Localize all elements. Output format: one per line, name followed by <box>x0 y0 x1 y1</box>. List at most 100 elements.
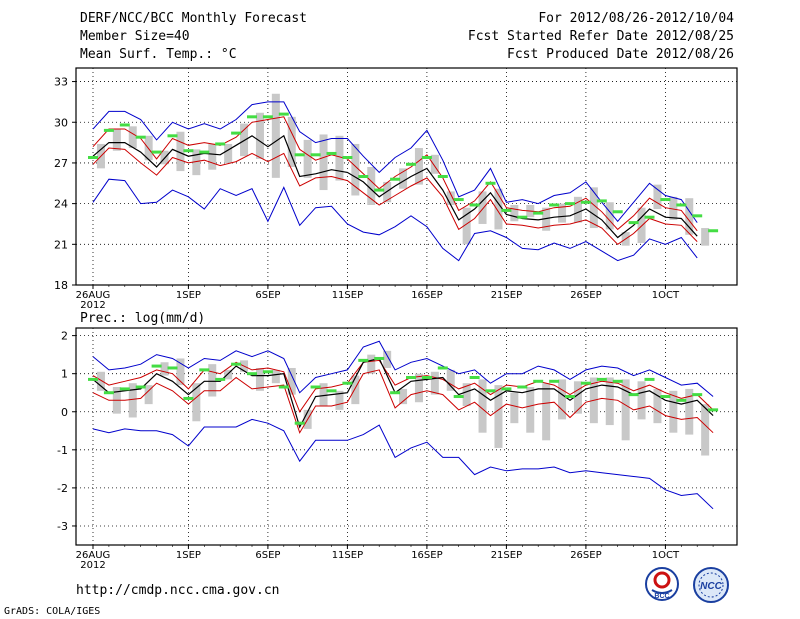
temp-xtick-label: 21SEP <box>491 290 522 301</box>
temp-xtick-label: 11SEP <box>332 290 363 301</box>
prec-range-bar <box>144 385 153 405</box>
prec-series-line <box>92 369 714 434</box>
temp-range-bar <box>192 149 201 176</box>
temp-range-bar <box>287 116 296 168</box>
prec-range-bar <box>224 369 233 380</box>
source-url[interactable]: http://cmdp.ncc.cma.gov.cn <box>76 583 280 598</box>
prec-range-bar <box>192 383 201 422</box>
prec-xtick-label: 16SEP <box>411 550 442 561</box>
prec-range-bar <box>367 354 376 374</box>
ncc-logo: NCC <box>693 567 729 603</box>
prec-xtick-label: 26AUG <box>76 550 111 561</box>
temp-range-bar <box>367 167 376 205</box>
prec-range-bar <box>653 388 662 424</box>
temp-series-line <box>92 101 698 223</box>
temp-range-bar <box>701 228 710 246</box>
prec-range-bar <box>510 392 519 424</box>
prec-ytick-label: -1 <box>57 444 68 457</box>
temp-range-bar <box>128 126 137 149</box>
chart-title: DERF/NCC/BCC Monthly Forecast <box>80 11 307 26</box>
temp-ytick-label: 24 <box>54 198 68 211</box>
prec-range-bar <box>414 373 423 403</box>
temp-xtick-label: 6SEP <box>255 290 280 301</box>
temp-range-bar <box>303 139 312 178</box>
temp-range-bar <box>494 188 503 230</box>
prec-xtick-label: 21SEP <box>491 550 522 561</box>
prec-series-line <box>92 340 714 397</box>
prec-range-bar <box>271 369 280 384</box>
prec-xtick-label: 11SEP <box>332 550 363 561</box>
bcc-logo: BCC <box>645 567 679 601</box>
temp-range-bar <box>462 207 471 245</box>
prec-range-bar <box>128 383 137 418</box>
temp-range-bar <box>414 148 423 185</box>
refer-date-label: Fcst Started Refer Date 2012/08/25 <box>467 29 734 44</box>
temp-range-bar <box>176 131 185 172</box>
temp-range-bar <box>271 93 280 178</box>
prec-xtick-label: 1SEP <box>176 550 201 561</box>
temp-range-bar <box>573 196 582 223</box>
prec-range-bar <box>701 404 710 456</box>
produced-date-label: Fcst Produced Date 2012/08/26 <box>507 47 734 62</box>
forecast-period-label: For 2012/08/26-2012/10/04 <box>538 11 734 26</box>
temp-ytick-label: 27 <box>54 157 68 170</box>
temp-xtick-label: 26SEP <box>570 290 601 301</box>
prec-range-bar <box>255 367 264 391</box>
temp-range-bar <box>589 187 598 229</box>
bottom-panel-variable-label: Prec.: log(mm/d) <box>80 311 205 326</box>
prec-range-bar <box>96 371 105 391</box>
prec-ytick-label: 0 <box>61 406 68 419</box>
prec-xtick-label: 1OCT <box>652 550 680 561</box>
ncc-logo-text: NCC <box>700 581 722 592</box>
prec-range-bar <box>494 385 503 448</box>
temp-range-bar <box>255 112 264 159</box>
temp-series-line <box>92 116 698 232</box>
temp-ytick-label: 30 <box>54 116 68 129</box>
prec-xtick-label: 6SEP <box>255 550 280 561</box>
temp-range-bar <box>319 134 328 191</box>
prec-range-bar <box>319 383 328 407</box>
temp-range-bar <box>335 135 344 181</box>
temp-ytick-label: 21 <box>54 238 68 251</box>
temp-range-bar <box>208 143 217 170</box>
prec-range-bar <box>446 369 455 391</box>
prec-range-bar <box>287 367 296 395</box>
temp-range-bar <box>558 203 567 223</box>
temp-series-line <box>92 178 698 262</box>
prec-range-bar <box>478 379 487 433</box>
temp-range-bar <box>605 202 614 230</box>
temp-ytick-label: 33 <box>54 76 68 89</box>
prec-range-bar <box>160 362 169 376</box>
temp-range-bar <box>399 168 408 189</box>
temp-xtick-label: 1OCT <box>652 290 680 301</box>
prec-range-bar <box>558 379 567 420</box>
prec-range-bar <box>383 350 392 368</box>
temp-range-bar <box>112 129 121 151</box>
prec-range-bar <box>685 388 694 435</box>
temp-range-bar <box>542 207 551 231</box>
temp-series-line <box>92 147 698 245</box>
prec-range-bar <box>542 383 551 441</box>
prec-series-line <box>92 418 714 510</box>
prec-range-bar <box>637 381 646 420</box>
temp-xtick-sublabel: 2012 <box>80 300 105 311</box>
prec-ytick-label: 2 <box>61 330 68 343</box>
temp-range-bar <box>510 204 519 222</box>
prec-range-bar <box>399 388 408 405</box>
prec-range-bar <box>335 390 344 410</box>
temp-range-bar <box>653 184 662 210</box>
prec-range-bar <box>430 371 439 395</box>
prec-ytick-label: -3 <box>57 520 68 533</box>
temp-range-bar <box>685 198 694 235</box>
prec-xtick-label: 26SEP <box>570 550 601 561</box>
prec-range-bar <box>176 358 185 386</box>
temp-series-line <box>92 134 698 239</box>
temp-ytick-label: 18 <box>54 279 68 292</box>
prec-range-bar <box>351 375 360 405</box>
top-panel-variable-label: Mean Surf. Temp.: °C <box>80 47 237 62</box>
prec-range-bar <box>208 364 217 397</box>
prec-ytick-label: -2 <box>57 482 68 495</box>
prec-series-line <box>92 359 714 413</box>
